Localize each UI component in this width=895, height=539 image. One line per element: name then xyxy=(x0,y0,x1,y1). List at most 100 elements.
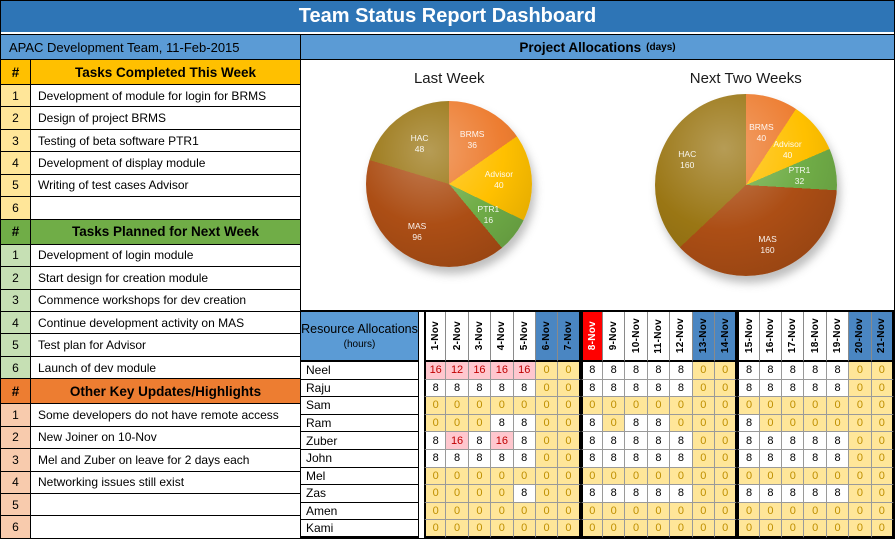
task-cell[interactable]: Start design for creation module xyxy=(31,267,300,289)
alloc-cell[interactable]: 0 xyxy=(804,397,827,415)
alloc-cell[interactable]: 0 xyxy=(513,397,536,415)
alloc-cell[interactable]: 8 xyxy=(737,379,760,398)
alloc-cell[interactable]: 0 xyxy=(849,379,872,398)
alloc-cell[interactable]: 0 xyxy=(849,432,872,450)
alloc-cell[interactable]: 0 xyxy=(625,467,648,486)
alloc-cell[interactable]: 0 xyxy=(491,502,514,521)
task-cell[interactable]: Development of display module xyxy=(31,152,300,174)
alloc-cell[interactable]: 0 xyxy=(603,397,626,415)
alloc-cell[interactable]: 0 xyxy=(535,379,559,398)
alloc-cell[interactable]: 8 xyxy=(603,362,626,380)
alloc-cell[interactable]: 0 xyxy=(603,414,626,433)
task-cell[interactable] xyxy=(31,197,300,219)
alloc-cell[interactable]: 8 xyxy=(826,379,850,398)
alloc-cell[interactable]: 8 xyxy=(647,485,671,503)
alloc-cell[interactable]: 8 xyxy=(424,432,447,450)
resource-name[interactable]: Ram xyxy=(301,414,419,433)
alloc-cell[interactable]: 8 xyxy=(603,485,626,503)
task-cell[interactable]: Networking issues still exist xyxy=(31,471,300,493)
alloc-cell[interactable]: 0 xyxy=(871,397,894,415)
alloc-cell[interactable]: 8 xyxy=(468,450,492,468)
alloc-cell[interactable]: 8 xyxy=(647,379,671,398)
alloc-cell[interactable]: 8 xyxy=(446,379,469,398)
alloc-cell[interactable]: 0 xyxy=(804,414,827,433)
alloc-cell[interactable]: 0 xyxy=(692,450,715,468)
alloc-cell[interactable]: 0 xyxy=(446,520,469,538)
resource-name[interactable]: Mel xyxy=(301,467,419,486)
alloc-cell[interactable]: 0 xyxy=(804,520,827,538)
alloc-cell[interactable]: 0 xyxy=(714,432,738,450)
alloc-cell[interactable]: 8 xyxy=(804,432,827,450)
alloc-cell[interactable]: 8 xyxy=(670,432,693,450)
alloc-cell[interactable]: 0 xyxy=(535,485,559,503)
alloc-cell[interactable]: 0 xyxy=(424,467,447,486)
alloc-cell[interactable]: 0 xyxy=(804,502,827,521)
alloc-cell[interactable]: 8 xyxy=(603,379,626,398)
alloc-cell[interactable]: 0 xyxy=(424,520,447,538)
alloc-cell[interactable]: 0 xyxy=(446,467,469,486)
alloc-cell[interactable]: 0 xyxy=(535,414,559,433)
alloc-cell[interactable]: 0 xyxy=(737,520,760,538)
alloc-cell[interactable]: 0 xyxy=(468,397,492,415)
alloc-cell[interactable]: 0 xyxy=(468,485,492,503)
alloc-cell[interactable]: 0 xyxy=(759,397,783,415)
alloc-cell[interactable]: 8 xyxy=(647,414,671,433)
alloc-cell[interactable]: 0 xyxy=(692,414,715,433)
alloc-cell[interactable]: 8 xyxy=(782,485,805,503)
alloc-cell[interactable]: 8 xyxy=(759,362,783,380)
resource-name[interactable]: Raju xyxy=(301,379,419,398)
alloc-cell[interactable]: 0 xyxy=(849,485,872,503)
alloc-cell[interactable]: 8 xyxy=(759,450,783,468)
alloc-cell[interactable]: 0 xyxy=(491,520,514,538)
alloc-cell[interactable]: 0 xyxy=(446,397,469,415)
alloc-cell[interactable]: 0 xyxy=(647,520,671,538)
alloc-cell[interactable]: 0 xyxy=(714,520,738,538)
task-cell[interactable] xyxy=(31,516,300,538)
alloc-cell[interactable]: 0 xyxy=(871,450,894,468)
alloc-cell[interactable]: 16 xyxy=(513,362,536,380)
alloc-cell[interactable]: 0 xyxy=(714,450,738,468)
alloc-cell[interactable]: 0 xyxy=(558,362,581,380)
alloc-cell[interactable]: 0 xyxy=(468,467,492,486)
alloc-cell[interactable]: 0 xyxy=(468,502,492,521)
alloc-cell[interactable]: 0 xyxy=(714,397,738,415)
alloc-cell[interactable]: 0 xyxy=(871,414,894,433)
resource-name[interactable]: Zuber xyxy=(301,432,419,450)
resource-name[interactable]: John xyxy=(301,450,419,468)
task-cell[interactable]: Mel and Zuber on leave for 2 days each xyxy=(31,449,300,471)
alloc-cell[interactable]: 0 xyxy=(759,414,783,433)
task-cell[interactable] xyxy=(31,494,300,516)
alloc-cell[interactable]: 0 xyxy=(759,502,783,521)
task-cell[interactable]: Design of project BRMS xyxy=(31,107,300,129)
alloc-cell[interactable]: 8 xyxy=(625,414,648,433)
alloc-cell[interactable]: 0 xyxy=(424,485,447,503)
alloc-cell[interactable]: 8 xyxy=(513,432,536,450)
alloc-cell[interactable]: 0 xyxy=(849,467,872,486)
alloc-cell[interactable]: 0 xyxy=(491,397,514,415)
alloc-cell[interactable]: 0 xyxy=(759,520,783,538)
alloc-cell[interactable]: 8 xyxy=(826,450,850,468)
alloc-cell[interactable]: 0 xyxy=(849,362,872,380)
alloc-cell[interactable]: 0 xyxy=(647,502,671,521)
alloc-cell[interactable]: 0 xyxy=(692,379,715,398)
alloc-cell[interactable]: 0 xyxy=(670,502,693,521)
alloc-cell[interactable]: 8 xyxy=(804,450,827,468)
alloc-cell[interactable]: 8 xyxy=(603,450,626,468)
alloc-cell[interactable]: 8 xyxy=(759,379,783,398)
alloc-cell[interactable]: 8 xyxy=(491,379,514,398)
alloc-cell[interactable]: 0 xyxy=(513,467,536,486)
alloc-cell[interactable]: 8 xyxy=(647,362,671,380)
alloc-cell[interactable]: 0 xyxy=(670,467,693,486)
alloc-cell[interactable]: 0 xyxy=(424,502,447,521)
alloc-cell[interactable]: 8 xyxy=(513,414,536,433)
alloc-cell[interactable]: 0 xyxy=(468,414,492,433)
alloc-cell[interactable]: 0 xyxy=(692,432,715,450)
alloc-cell[interactable]: 8 xyxy=(580,414,604,433)
resource-name[interactable]: Amen xyxy=(301,502,419,521)
alloc-cell[interactable]: 0 xyxy=(558,485,581,503)
alloc-cell[interactable]: 8 xyxy=(804,362,827,380)
alloc-cell[interactable]: 0 xyxy=(871,502,894,521)
alloc-cell[interactable]: 8 xyxy=(580,432,604,450)
alloc-cell[interactable]: 8 xyxy=(424,379,447,398)
alloc-cell[interactable]: 0 xyxy=(826,520,850,538)
